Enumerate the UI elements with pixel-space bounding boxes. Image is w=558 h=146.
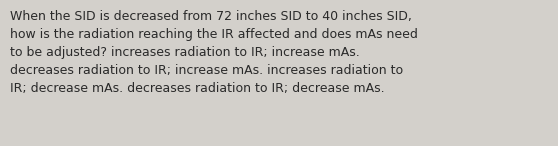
Text: When the SID is decreased from 72 inches SID to 40 inches SID,
how is the radiat: When the SID is decreased from 72 inches… [10,10,418,95]
